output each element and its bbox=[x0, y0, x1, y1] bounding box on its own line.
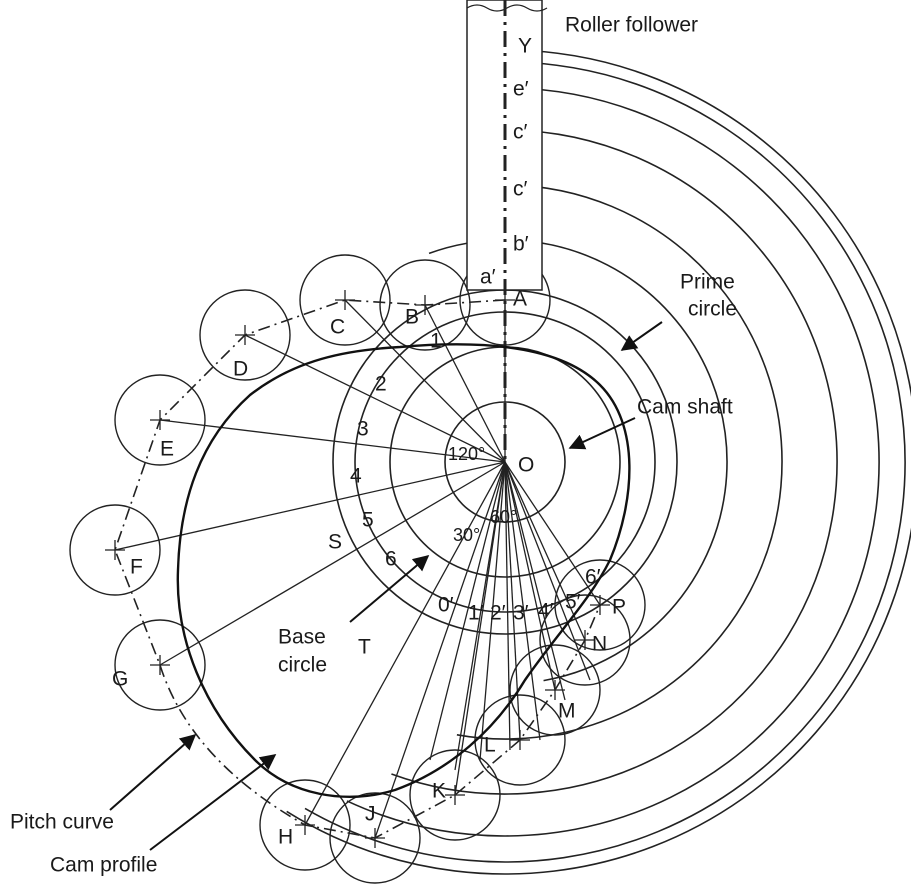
radial-line bbox=[114, 461, 506, 551]
roller bbox=[259, 779, 351, 871]
radial-line bbox=[424, 304, 506, 463]
radial-line bbox=[504, 461, 586, 641]
roller-label: J bbox=[365, 803, 376, 826]
division: 5 bbox=[362, 509, 374, 532]
arc bbox=[286, 49, 911, 875]
roller-label: H bbox=[278, 826, 293, 849]
roller-label: E bbox=[160, 438, 174, 461]
point-label: S bbox=[328, 531, 342, 554]
division: 3 bbox=[357, 418, 369, 441]
roller bbox=[554, 559, 646, 651]
follower-mark: Y bbox=[518, 35, 532, 58]
roller-label: K bbox=[432, 780, 446, 803]
radial-line bbox=[454, 461, 506, 796]
radial-line bbox=[159, 419, 506, 463]
radial-line bbox=[454, 461, 506, 771]
callout: Prime bbox=[680, 271, 735, 294]
radial-line bbox=[504, 461, 601, 606]
follower-label: Roller follower bbox=[565, 14, 698, 37]
radial-line bbox=[504, 461, 566, 701]
roller bbox=[114, 374, 206, 466]
arc bbox=[346, 87, 880, 837]
roller bbox=[509, 644, 601, 736]
radial-line bbox=[159, 461, 506, 666]
angle: 30° bbox=[453, 525, 480, 545]
arrow bbox=[109, 733, 197, 811]
labels: Roller follower Y e′ c′ c′ b′ a′ A B C D… bbox=[10, 14, 737, 877]
pitch-curve bbox=[114, 299, 601, 839]
roller-label: P bbox=[612, 596, 626, 619]
division: 1 bbox=[430, 330, 442, 353]
roller-label: C bbox=[330, 316, 345, 339]
callout: Base bbox=[278, 626, 326, 649]
radial-line bbox=[479, 461, 506, 761]
division: 4′ bbox=[538, 600, 554, 623]
roller-label: B bbox=[405, 306, 419, 329]
radial-line bbox=[504, 461, 591, 681]
cam-profile bbox=[176, 343, 631, 798]
point-label: T bbox=[358, 636, 371, 659]
roller bbox=[329, 792, 421, 884]
follower-mark: c′ bbox=[513, 178, 528, 201]
roller-label: G bbox=[112, 668, 128, 691]
arc bbox=[304, 61, 906, 863]
arrow bbox=[149, 754, 277, 851]
arc bbox=[391, 129, 838, 795]
roller-label: L bbox=[484, 734, 496, 757]
roller-label: A bbox=[513, 288, 527, 311]
roller bbox=[299, 254, 391, 346]
division: 2′ bbox=[490, 602, 506, 625]
radial-line bbox=[304, 461, 506, 826]
follower-mark: a′ bbox=[480, 266, 496, 289]
division: 4 bbox=[350, 465, 362, 488]
roller-label: F bbox=[130, 556, 143, 579]
arc bbox=[456, 184, 783, 740]
follower-mark: e′ bbox=[513, 78, 529, 101]
arrow bbox=[568, 417, 636, 450]
radial-line bbox=[374, 461, 506, 839]
roller-label: D bbox=[233, 358, 248, 381]
roller bbox=[69, 504, 161, 596]
callout: Cam shaft bbox=[637, 396, 733, 419]
roller bbox=[409, 749, 501, 841]
radial-line bbox=[244, 334, 506, 463]
division: 6′ bbox=[585, 566, 601, 589]
roller bbox=[379, 259, 471, 351]
callout: Pitch curve bbox=[10, 811, 114, 834]
angle: 120° bbox=[448, 444, 485, 464]
roller bbox=[539, 594, 631, 686]
angle: 60° bbox=[490, 507, 517, 527]
division: 6 bbox=[385, 548, 397, 571]
arrow bbox=[349, 554, 430, 623]
radial-line bbox=[429, 461, 506, 761]
roller-label: M bbox=[558, 700, 576, 723]
roller bbox=[114, 619, 206, 711]
center-label: O bbox=[518, 454, 534, 477]
radial-line bbox=[504, 461, 541, 741]
break-line bbox=[466, 4, 548, 12]
geometry bbox=[69, 49, 911, 884]
radial-line bbox=[344, 299, 506, 463]
division: 2 bbox=[375, 373, 387, 396]
roller-label: N bbox=[592, 633, 607, 656]
division: 3′ bbox=[513, 602, 529, 625]
division: 0′ bbox=[438, 594, 454, 617]
division: 1′ bbox=[468, 602, 484, 625]
arrow bbox=[620, 321, 663, 351]
follower-mark: c′ bbox=[513, 121, 528, 144]
roller bbox=[199, 289, 291, 381]
follower-mark: b′ bbox=[513, 233, 529, 256]
callout: Cam profile bbox=[50, 854, 157, 877]
division: 5′ bbox=[565, 591, 581, 614]
callout: circle bbox=[278, 654, 327, 677]
callout: circle bbox=[688, 298, 737, 321]
